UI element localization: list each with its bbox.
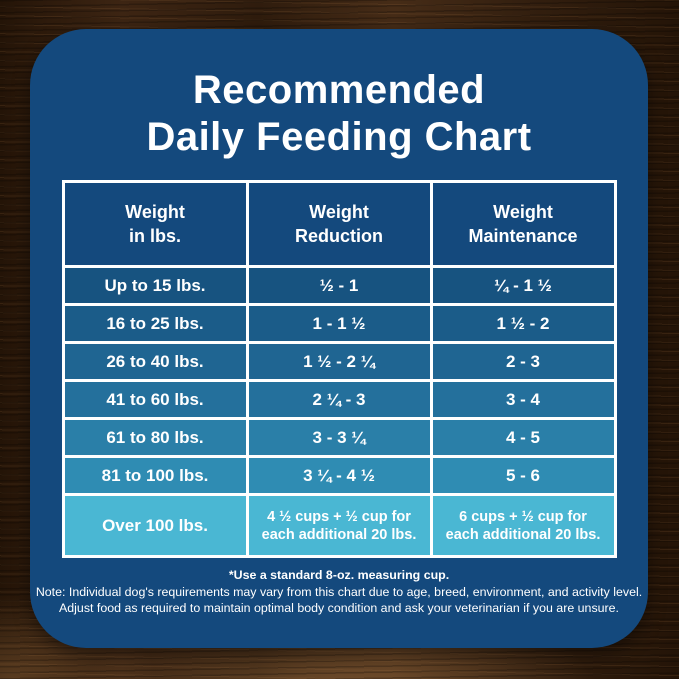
feeding-table: Weight in lbs. Weight Reduction Weight M…: [61, 180, 617, 558]
title-line-1: Recommended: [192, 68, 486, 112]
table-cell: 81 to 100 lbs.: [64, 458, 246, 493]
table-cell: 1 ½ - 2 ¼: [248, 344, 430, 379]
title-line-2: Daily Feeding Chart: [146, 115, 532, 159]
table-cell: 3 ¼ - 4 ½: [248, 458, 430, 493]
column-header-weight-in-lbs: Weight in lbs.: [64, 183, 246, 265]
table-cell: 3 - 4: [432, 382, 614, 417]
column-header-weight-maintenance: Weight Maintenance: [432, 183, 614, 265]
table-cell: 3 - 3 ¼: [248, 420, 430, 455]
table-cell: 4 ½ cups + ½ cup for each additional 20 …: [248, 496, 430, 555]
table-cell: 6 cups + ½ cup for each additional 20 lb…: [432, 496, 614, 555]
page-title: Recommended Daily Feeding Chart: [30, 29, 648, 161]
table-cell: 1 ½ - 2: [432, 306, 614, 341]
feeding-chart-card: Recommended Daily Feeding Chart Weight i…: [30, 29, 648, 648]
column-header-weight-reduction: Weight Reduction: [248, 183, 430, 265]
note-line-2: Adjust food as required to maintain opti…: [59, 601, 619, 615]
table-cell: 26 to 40 lbs.: [64, 344, 246, 379]
table-cell: Over 100 lbs.: [64, 496, 246, 555]
table-cell: 2 - 3: [432, 344, 614, 379]
table-cell: ¼ - 1 ½: [432, 268, 614, 303]
table-cell: ½ - 1: [248, 268, 430, 303]
measuring-cup-note: *Use a standard 8-oz. measuring cup.: [228, 568, 450, 582]
table-cell: 61 to 80 lbs.: [64, 420, 246, 455]
note-line-1: Note: Individual dog's requirements may …: [35, 584, 643, 599]
table-cell: Up to 15 lbs.: [64, 268, 246, 303]
table-cell: 5 - 6: [432, 458, 614, 493]
table-cell: 1 - 1 ½: [248, 306, 430, 341]
table-cell: 4 - 5: [432, 420, 614, 455]
table-cell: 2 ¼ - 3: [248, 382, 430, 417]
table-cell: 41 to 60 lbs.: [64, 382, 246, 417]
footnotes: *Use a standard 8-oz. measuring cup. Not…: [30, 567, 648, 617]
table-cell: 16 to 25 lbs.: [64, 306, 246, 341]
